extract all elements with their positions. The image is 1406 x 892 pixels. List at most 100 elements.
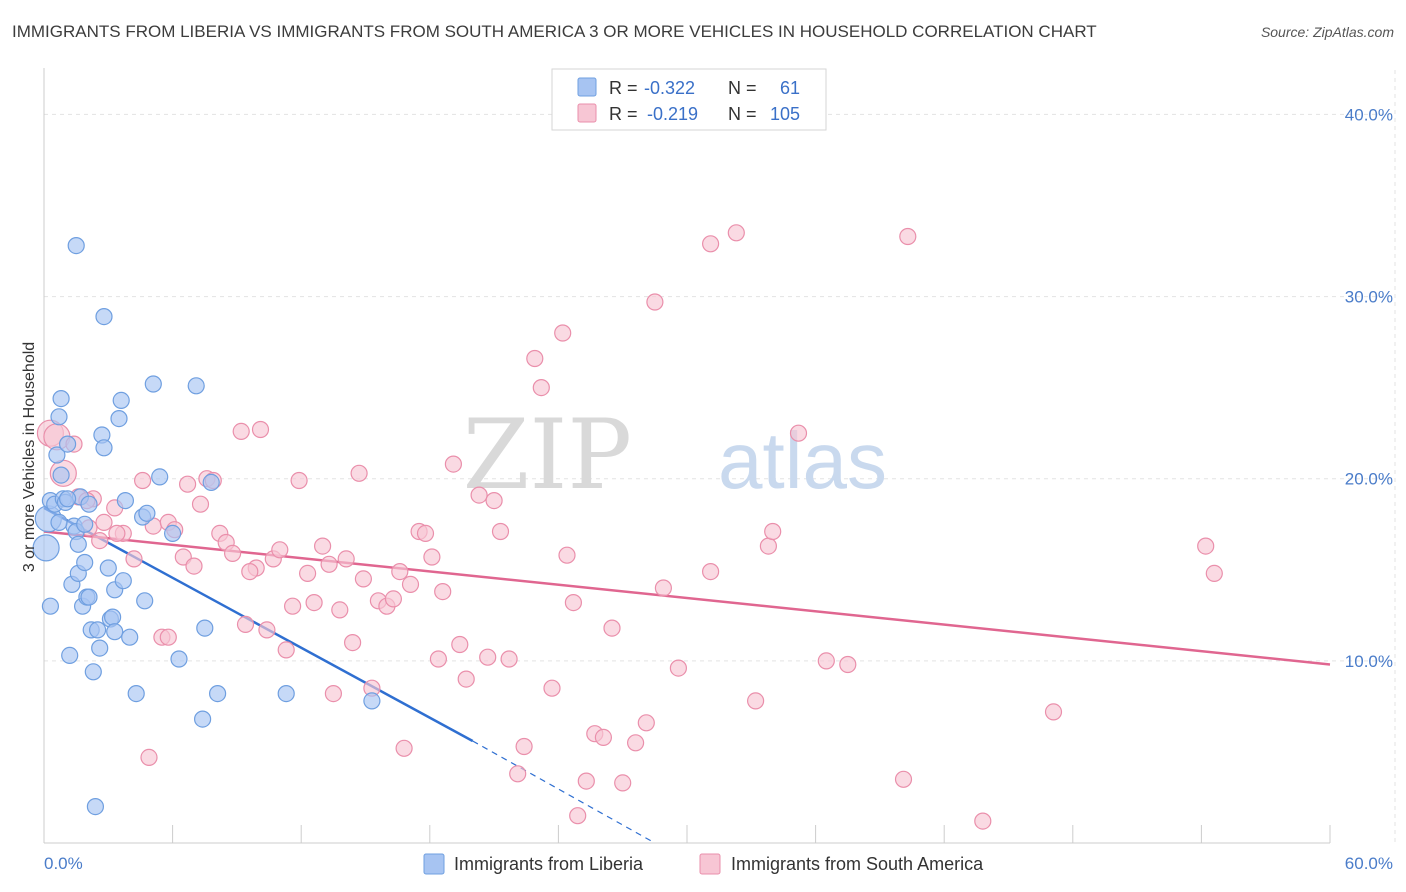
point-south-america	[491, 522, 510, 541]
point-south-america	[669, 659, 688, 677]
point-south-america	[1044, 703, 1063, 721]
point-liberia	[363, 692, 381, 710]
point-south-america	[258, 621, 276, 639]
point-liberia	[61, 646, 79, 665]
point-south-america	[324, 684, 342, 703]
x-tick-label: 0.0%	[44, 854, 83, 873]
point-liberia	[91, 639, 109, 657]
point-liberia	[69, 535, 87, 553]
point-liberia	[95, 439, 113, 457]
point-liberia	[80, 495, 98, 513]
point-south-america	[500, 650, 518, 668]
point-south-america	[789, 424, 808, 442]
stats-legend-n-value-liberia: 61	[780, 78, 800, 98]
stats-legend-swatch-liberia	[577, 77, 597, 97]
point-south-america	[894, 770, 913, 788]
point-south-america	[817, 652, 835, 670]
point-south-america	[577, 772, 595, 790]
point-south-america	[701, 562, 720, 581]
point-liberia	[106, 623, 124, 641]
point-south-america	[314, 537, 332, 555]
point-liberia	[52, 390, 70, 408]
point-south-america	[185, 557, 203, 575]
point-south-america	[637, 714, 655, 732]
point-south-america	[974, 812, 992, 830]
trend-line-south-america	[43, 530, 1331, 666]
point-liberia	[277, 684, 295, 703]
point-liberia	[144, 375, 162, 393]
point-liberia	[95, 308, 113, 326]
point-liberia	[151, 468, 169, 486]
point-south-america	[558, 546, 576, 564]
y-axis-label: 3 or more Vehicles in Household	[21, 342, 38, 572]
trend-line-liberia-extension	[472, 740, 656, 844]
watermark-zip: ZIP	[463, 399, 632, 511]
point-liberia	[112, 391, 130, 409]
point-south-america	[451, 635, 469, 654]
point-liberia	[209, 684, 227, 703]
bottom-legend: Immigrants from Liberia Immigrants from …	[423, 853, 984, 875]
trend-lines	[43, 506, 1331, 844]
point-south-america	[457, 670, 475, 688]
point-south-america	[125, 550, 143, 568]
point-south-america	[543, 679, 561, 697]
point-liberia	[76, 553, 94, 572]
point-south-america	[191, 495, 210, 513]
point-south-america	[444, 455, 462, 473]
stats-legend-r-label-south-america: R =	[609, 104, 638, 124]
point-south-america	[485, 492, 503, 510]
point-south-america	[95, 513, 113, 532]
point-south-america	[290, 471, 308, 490]
data-points	[32, 224, 1223, 830]
point-south-america	[470, 486, 488, 504]
point-south-america	[241, 562, 259, 581]
point-south-america	[391, 562, 409, 581]
legend-label-liberia: Immigrants from Liberia	[454, 854, 644, 874]
point-south-america	[271, 541, 289, 559]
point-south-america	[284, 597, 302, 615]
stats-legend-n-label-liberia: N =	[728, 78, 757, 98]
point-liberia	[116, 492, 135, 510]
point-south-america	[515, 737, 533, 756]
point-south-america	[320, 555, 338, 573]
point-liberia	[194, 710, 212, 728]
point-liberia	[41, 597, 60, 615]
point-south-america	[839, 655, 857, 674]
point-south-america	[401, 575, 420, 594]
point-liberia	[99, 559, 117, 577]
point-south-america	[134, 471, 152, 490]
point-liberia	[202, 473, 220, 491]
point-liberia	[187, 377, 205, 395]
point-liberia	[67, 237, 85, 255]
point-liberia	[50, 408, 68, 426]
point-liberia	[32, 534, 60, 562]
point-south-america	[179, 475, 197, 493]
legend-swatch-liberia	[423, 853, 445, 875]
point-liberia	[127, 684, 145, 703]
point-south-america	[423, 548, 441, 566]
point-south-america	[384, 590, 402, 608]
point-south-america	[434, 582, 452, 601]
point-liberia	[138, 504, 156, 522]
point-south-america	[603, 619, 621, 637]
point-south-america	[277, 641, 295, 659]
point-liberia	[114, 572, 132, 590]
point-south-america	[354, 570, 372, 588]
point-liberia	[48, 446, 66, 464]
stats-legend-r-value-south-america: -0.219	[647, 104, 698, 124]
legend-swatch-south-america	[699, 853, 721, 875]
point-south-america	[140, 748, 158, 767]
point-south-america	[1205, 564, 1223, 583]
point-south-america	[701, 235, 720, 253]
point-south-america	[746, 692, 765, 710]
point-south-america	[594, 728, 613, 747]
point-south-america	[232, 422, 250, 440]
stats-legend: R = -0.322 N = 61 R = -0.219 N = 105	[551, 68, 827, 131]
legend-label-south-america: Immigrants from South America	[731, 854, 984, 874]
point-liberia	[86, 797, 105, 816]
point-liberia	[164, 524, 182, 543]
axes	[43, 68, 1331, 844]
point-liberia	[76, 515, 94, 533]
point-liberia	[88, 621, 107, 639]
point-south-america	[509, 765, 527, 783]
